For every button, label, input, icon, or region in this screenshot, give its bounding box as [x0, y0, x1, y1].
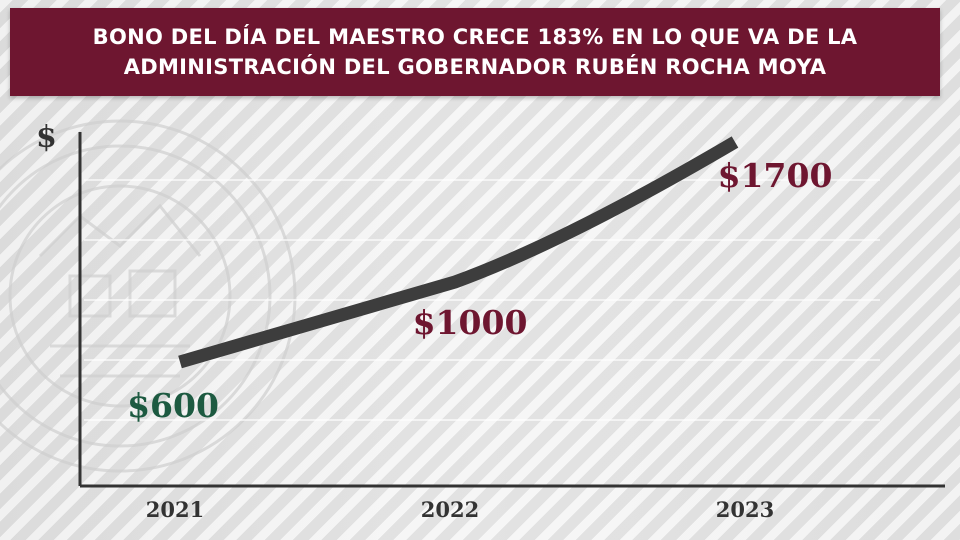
chart-title-line-1: BONO DEL DÍA DEL MAESTRO CRECE 183% EN L… [92, 25, 858, 49]
title-banner: BONO DEL DÍA DEL MAESTRO CRECE 183% EN L… [10, 8, 940, 96]
data-label-2023: $1700 [718, 156, 833, 195]
axes [78, 132, 945, 488]
x-tick-label-2022: 2022 [421, 497, 479, 522]
chart-title-line-2: ADMINISTRACIÓN DEL GOBERNADOR RUBÉN ROCH… [123, 55, 827, 79]
data-label-2021: $600 [127, 386, 219, 425]
x-tick-label-2021: 2021 [146, 497, 204, 522]
series-line [178, 136, 739, 369]
x-tick-label-2023: 2023 [716, 497, 774, 522]
y-axis-label: $ [36, 120, 57, 155]
x-tick-labels: 2021 2022 2023 [146, 497, 774, 522]
series-line-path [178, 136, 739, 369]
data-label-2022: $1000 [413, 303, 528, 342]
data-labels: $600 $1000 $1700 [127, 156, 832, 425]
gridlines [84, 179, 880, 421]
